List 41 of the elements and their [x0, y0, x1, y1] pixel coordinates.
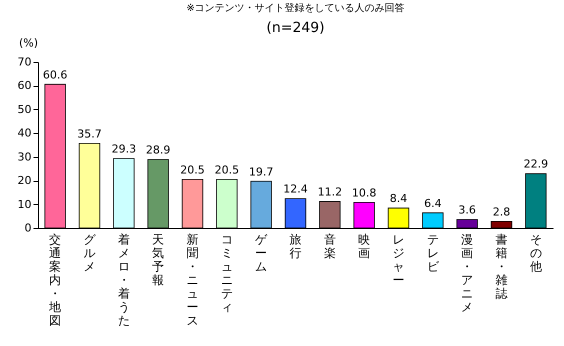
- x-tick-label: 漫画・アニメ: [461, 232, 474, 314]
- data-label: 10.8: [352, 186, 376, 200]
- chart-subtitle: ※コンテンツ・サイト登録をしている人のみ回答: [186, 2, 405, 14]
- y-tick-label: 0: [24, 222, 32, 234]
- data-label: 22.9: [524, 158, 548, 171]
- data-label: 11.2: [318, 185, 342, 198]
- data-label: 12.4: [283, 182, 308, 196]
- x-tick-label: 映画: [358, 232, 370, 260]
- data-label: 20.5: [214, 163, 240, 176]
- data-label: 60.6: [42, 68, 68, 82]
- x-tick-label: 書籍・雑誌: [496, 232, 508, 300]
- y-tick-label: 20: [18, 174, 32, 188]
- x-tick-label: ゲーム: [255, 232, 268, 274]
- data-label: 2.8: [492, 205, 510, 218]
- y-tick-label: 50: [18, 102, 32, 116]
- y-tick-label: 70: [18, 56, 32, 68]
- data-label: 19.7: [248, 165, 274, 178]
- x-tick-label: 天気予報: [152, 232, 164, 287]
- x-tick-label: 着メロ・着うた: [118, 232, 130, 328]
- x-tick-label: 旅行: [290, 232, 302, 260]
- data-label: 28.9: [146, 143, 170, 156]
- x-tick-label: 音楽: [324, 232, 336, 260]
- x-tick-label: レジャー: [392, 232, 404, 287]
- data-label: 29.3: [112, 142, 136, 156]
- x-tick-label: コミュニティ: [220, 232, 233, 314]
- y-tick-label: 40: [18, 126, 32, 140]
- data-label: 35.7: [77, 127, 102, 140]
- x-tick-label: テレビ: [426, 232, 440, 274]
- y-axis-title: (%): [18, 36, 38, 50]
- chart-title: (n=249): [266, 20, 325, 36]
- y-tick-label: 10: [18, 198, 32, 211]
- x-tick-label: 新聞・ニュース: [186, 232, 198, 328]
- x-tick-label: グルメ: [84, 232, 96, 274]
- data-label: 8.4: [390, 192, 408, 206]
- x-tick-label: その他: [530, 232, 542, 274]
- y-tick-label: 30: [18, 150, 32, 164]
- y-tick-label: 60: [18, 79, 32, 92]
- data-label: 6.4: [424, 196, 442, 210]
- data-label: 20.5: [180, 163, 205, 176]
- x-tick-label: 交通案内・地図: [48, 232, 62, 328]
- data-label: 3.6: [458, 203, 476, 216]
